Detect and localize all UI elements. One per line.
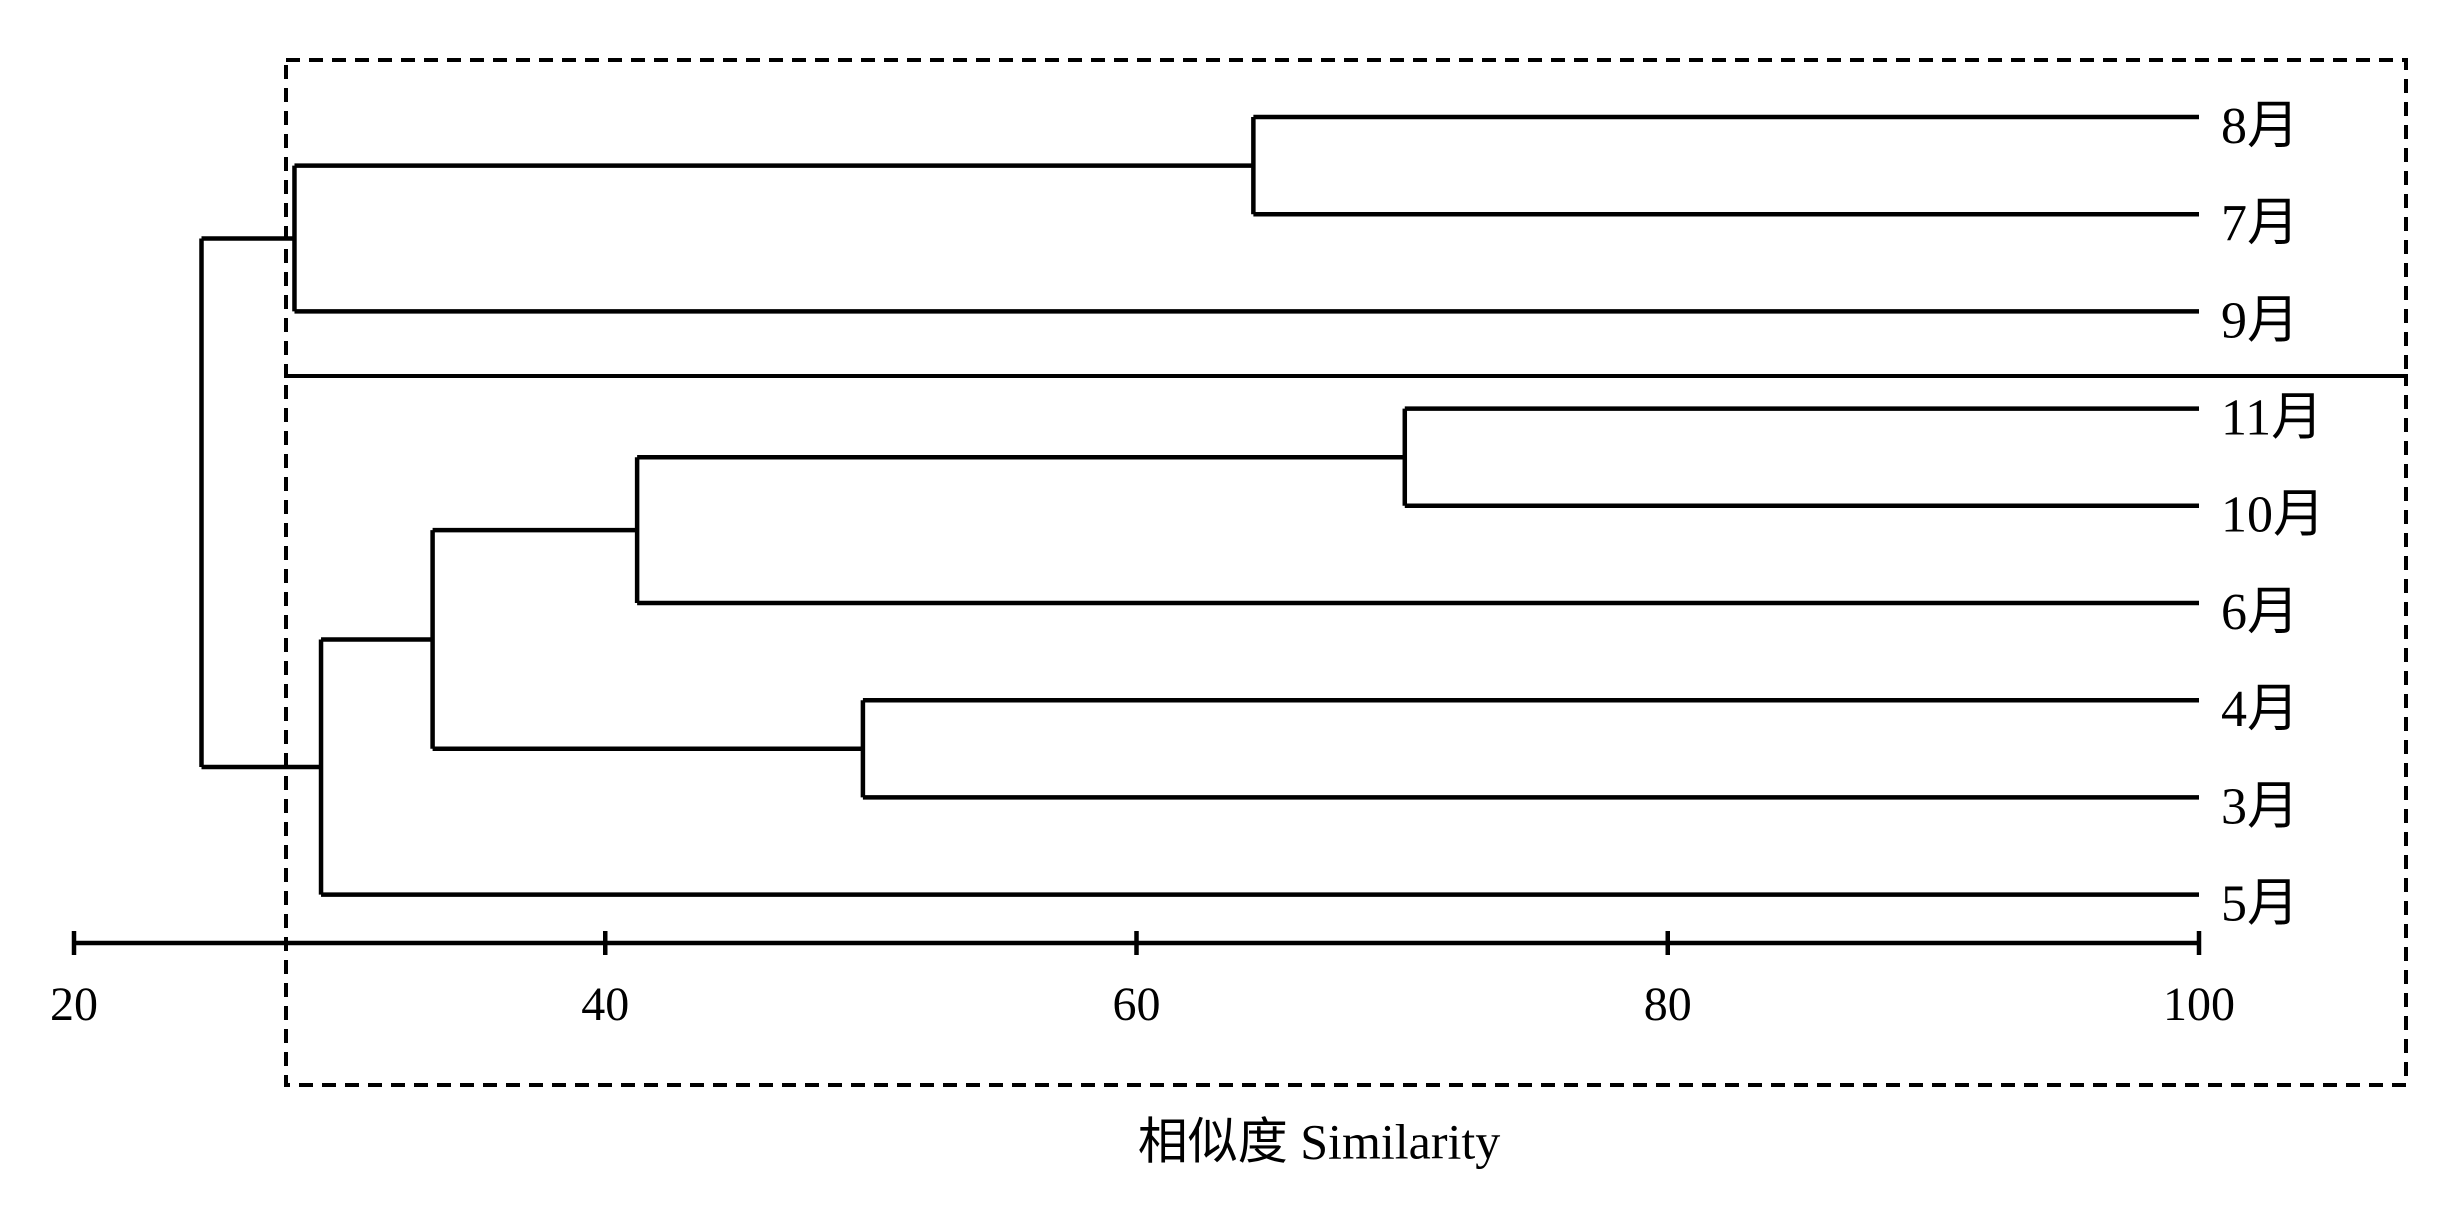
x-tick-label: 80 [1644,978,1692,1031]
leaf-label: 3月 [2221,778,2299,835]
x-tick-label: 100 [2163,978,2235,1031]
leaf-label: 11月 [2221,390,2323,447]
leaf-label: 5月 [2221,876,2299,933]
cluster-box [284,374,2408,1087]
leaf-label: 8月 [2221,98,2299,155]
leaf-label: 4月 [2221,681,2299,738]
x-axis-title: 相似度 Similarity [1138,1113,1501,1169]
x-tick-label: 60 [1113,978,1161,1031]
x-tick-label: 40 [581,978,629,1031]
leaf-label: 9月 [2221,292,2299,349]
cluster-box [284,58,2408,378]
leaf-label: 7月 [2221,195,2299,252]
leaf-label: 10月 [2221,487,2325,544]
leaf-label: 6月 [2221,584,2299,641]
x-tick-label: 20 [50,978,98,1031]
